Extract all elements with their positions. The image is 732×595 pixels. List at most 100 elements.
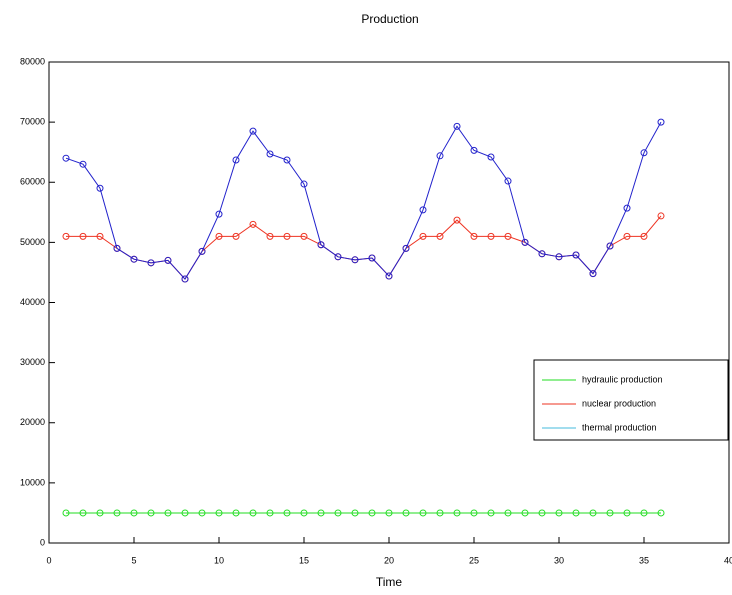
data-point (283, 156, 291, 164)
data-point (130, 509, 138, 517)
data-point (96, 509, 104, 517)
data-point (504, 177, 512, 185)
data-point (351, 509, 359, 517)
x-tick-label: 15 (299, 555, 309, 565)
data-point (215, 210, 223, 218)
data-point (232, 232, 240, 240)
data-point (453, 122, 461, 130)
data-point (657, 509, 665, 517)
legend-label: thermal production (582, 422, 657, 432)
data-point (487, 509, 495, 517)
data-point (589, 509, 597, 517)
y-tick-label: 60000 (20, 177, 45, 187)
data-point (368, 254, 376, 262)
data-point (453, 216, 461, 224)
data-point (657, 212, 665, 220)
data-point (555, 509, 563, 517)
data-point (215, 509, 223, 517)
data-point (640, 149, 648, 157)
data-point (623, 509, 631, 517)
x-tick-label: 0 (46, 555, 51, 565)
data-point (164, 256, 172, 264)
data-point (266, 509, 274, 517)
data-point (385, 272, 393, 280)
data-point (113, 244, 121, 252)
legend-label: nuclear production (582, 398, 656, 408)
data-point (317, 241, 325, 249)
data-point (300, 232, 308, 240)
plot-frame (48, 61, 730, 544)
data-point (249, 127, 257, 135)
data-point (130, 255, 138, 263)
data-point (266, 232, 274, 240)
data-point (402, 509, 410, 517)
data-point (300, 509, 308, 517)
series-line (66, 215, 662, 280)
data-point (368, 509, 376, 517)
data-point (334, 253, 342, 261)
data-point (436, 232, 444, 240)
data-point (79, 160, 87, 168)
x-tick-label: 20 (384, 555, 394, 565)
data-point (351, 256, 359, 264)
y-tick-label: 10000 (20, 477, 45, 487)
data-point (300, 180, 308, 188)
data-point (147, 259, 155, 267)
legend-label: hydraulic production (582, 374, 663, 384)
data-point (470, 146, 478, 154)
data-point (589, 270, 597, 278)
data-point (266, 150, 274, 158)
data-point (62, 154, 70, 162)
data-point (419, 509, 427, 517)
x-tick-label: 35 (639, 555, 649, 565)
data-point (487, 232, 495, 240)
data-point (572, 251, 580, 259)
data-point (623, 232, 631, 240)
data-point (504, 232, 512, 240)
data-point (657, 118, 665, 126)
data-point (538, 509, 546, 517)
data-point (317, 509, 325, 517)
data-point (572, 509, 580, 517)
data-point (96, 232, 104, 240)
data-point (198, 509, 206, 517)
data-point (606, 242, 614, 250)
y-tick-label: 20000 (20, 417, 45, 427)
data-point (181, 275, 189, 283)
data-point (232, 509, 240, 517)
data-point (283, 232, 291, 240)
y-tick-label: 80000 (20, 56, 45, 66)
data-point (436, 152, 444, 160)
y-tick-label: 70000 (20, 117, 45, 127)
x-tick-label: 25 (469, 555, 479, 565)
data-point (79, 232, 87, 240)
data-point (79, 509, 87, 517)
data-point (164, 509, 172, 517)
data-point (249, 220, 257, 228)
data-point (504, 509, 512, 517)
data-point (181, 509, 189, 517)
y-tick-label: 40000 (20, 297, 45, 307)
data-point (232, 156, 240, 164)
data-point (147, 509, 155, 517)
data-point (453, 509, 461, 517)
data-point (419, 232, 427, 240)
data-point (521, 238, 529, 246)
data-point (538, 250, 546, 258)
data-point (113, 509, 121, 517)
data-point (419, 206, 427, 214)
x-tick-label: 40 (724, 555, 732, 565)
data-point (470, 232, 478, 240)
data-point (198, 247, 206, 255)
data-point (62, 232, 70, 240)
data-point (249, 509, 257, 517)
data-point (436, 509, 444, 517)
data-point (640, 509, 648, 517)
data-point (334, 509, 342, 517)
x-tick-label: 10 (214, 555, 224, 565)
data-point (470, 509, 478, 517)
chart-title: Production (361, 12, 418, 26)
data-point (283, 509, 291, 517)
data-point (402, 244, 410, 252)
